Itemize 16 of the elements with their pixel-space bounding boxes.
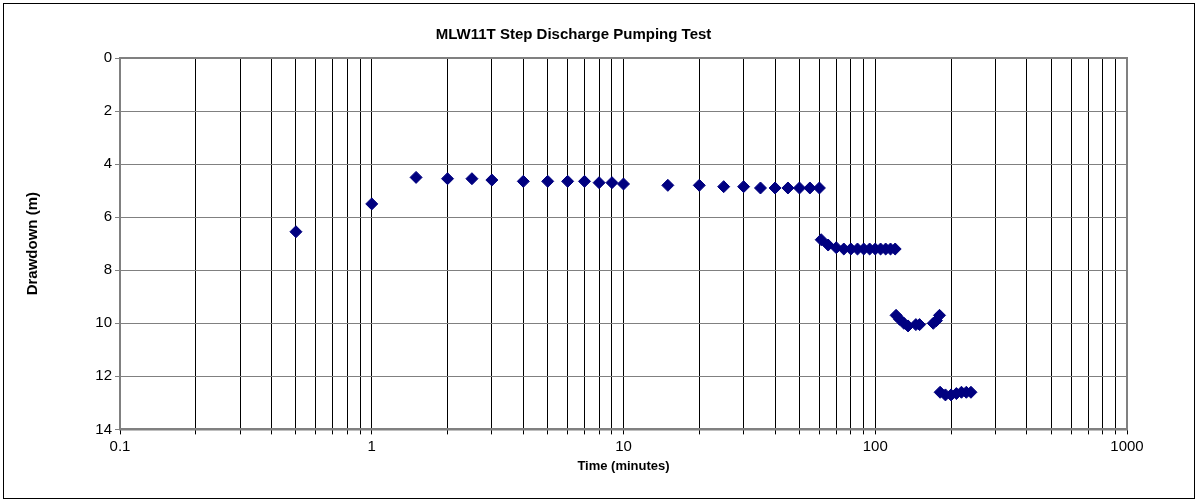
x-tick-label: 100 [862, 436, 888, 454]
y-tick-label: 8 [103, 260, 112, 278]
y-tick-label: 0 [103, 48, 112, 66]
y-tick-label: 12 [95, 366, 112, 384]
chart-title: MLW11T Step Discharge Pumping Test [435, 25, 712, 43]
y-tick-label: 10 [95, 313, 112, 331]
x-axis-title: Time (minutes) [577, 457, 670, 473]
x-tick-label: 0.1 [109, 436, 131, 454]
x-tick-label: 10 [615, 436, 632, 454]
x-tick-label: 1000 [1110, 436, 1144, 454]
x-tick-label: 1 [367, 436, 376, 454]
y-tick-label: 2 [103, 101, 112, 119]
y-tick-label: 14 [95, 419, 112, 437]
y-axis-title: Drawdown (m) [23, 192, 41, 296]
y-tick-label: 4 [103, 154, 112, 172]
y-tick-label: 6 [103, 207, 112, 225]
